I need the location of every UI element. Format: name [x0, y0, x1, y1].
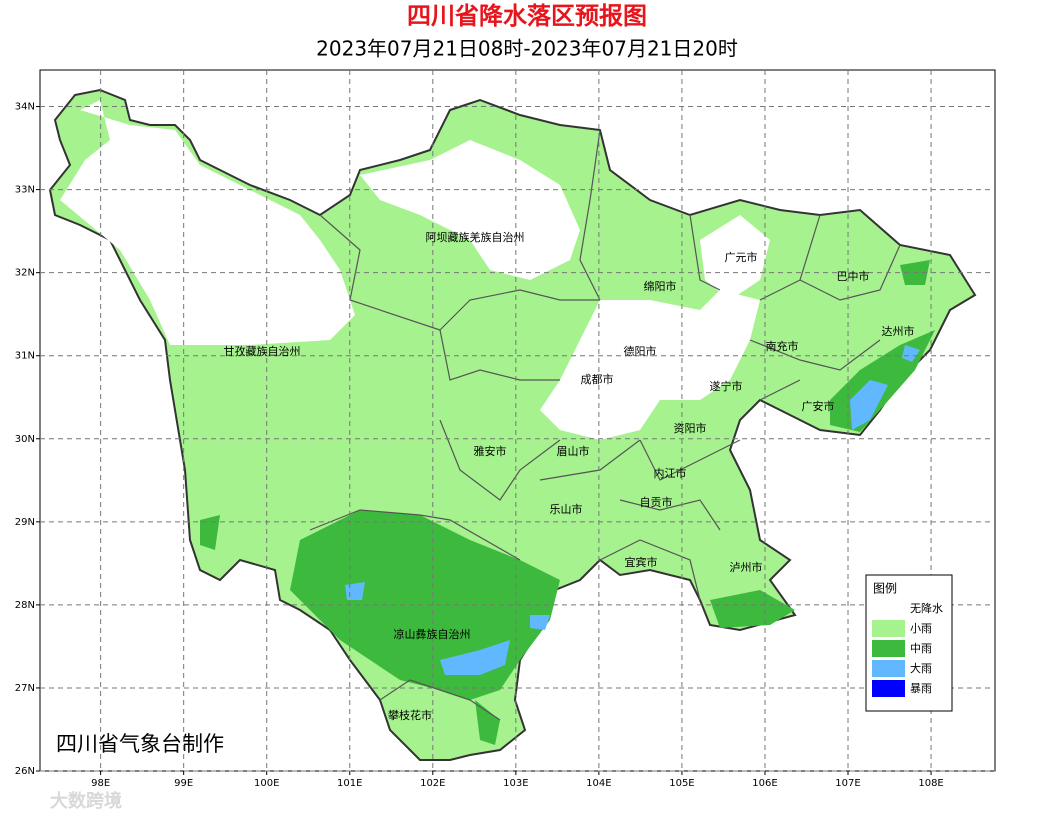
region-label: 遂宁市 [710, 379, 743, 393]
heavy-rain [440, 640, 510, 675]
x-tick-label: 98E [91, 778, 110, 789]
x-tick-label: 107E [835, 778, 860, 789]
title: 四川省降水落区预报图 [407, 2, 647, 30]
legend-label: 小雨 [910, 622, 932, 635]
region-label: 广元市 [725, 250, 758, 264]
moderate-rain [710, 590, 795, 628]
x-tick-label: 108E [918, 778, 943, 789]
prefecture-borders [309, 129, 901, 721]
region-label: 凉山彝族自治州 [394, 627, 471, 641]
legend-title: 图例 [873, 582, 897, 596]
region-label: 南充市 [766, 339, 799, 353]
y-tick-label: 31N [15, 351, 35, 362]
y-tick-label: 30N [15, 434, 35, 445]
region-label: 泸州市 [730, 560, 763, 574]
region-label: 雅安市 [474, 444, 507, 458]
legend-swatch [872, 640, 905, 657]
x-tick-label: 104E [586, 778, 611, 789]
y-tick-label: 33N [15, 185, 35, 196]
region-label: 宜宾市 [625, 555, 658, 569]
y-tick-label: 32N [15, 268, 35, 279]
x-tick-label: 100E [254, 778, 279, 789]
legend-swatch [872, 680, 905, 697]
legend-swatch [872, 600, 905, 617]
y-tick-label: 28N [15, 600, 35, 611]
x-tick-label: 102E [420, 778, 445, 789]
region-label: 绵阳市 [644, 279, 677, 293]
credit: 四川省气象台制作 [56, 732, 224, 756]
region-label: 广安市 [802, 399, 835, 413]
y-tick-label: 34N [15, 102, 35, 113]
dry-area [360, 140, 580, 280]
legend-label: 中雨 [910, 642, 932, 655]
watermark: 大数跨境 [50, 790, 122, 812]
dry-area [60, 100, 355, 345]
y-tick-label: 27N [15, 683, 35, 694]
y-tick-label: 26N [15, 766, 35, 777]
subtitle: 2023年07月21日08时-2023年07月21日20时 [316, 37, 738, 61]
region-label: 内江市 [654, 466, 687, 480]
legend-label: 无降水 [910, 601, 943, 615]
x-tick-label: 101E [337, 778, 362, 789]
region-label: 攀枝花市 [388, 708, 432, 722]
x-tick-label: 105E [669, 778, 694, 789]
region-label: 德阳市 [624, 344, 657, 358]
dry-area [700, 215, 770, 300]
legend-label: 大雨 [910, 661, 932, 675]
legend-label: 暴雨 [910, 682, 932, 695]
region-label: 甘孜藏族自治州 [224, 344, 301, 358]
region-label: 乐山市 [550, 502, 583, 516]
dry-area [540, 290, 760, 440]
province-map [48, 88, 977, 761]
region-label: 达州市 [882, 324, 915, 338]
x-tick-label: 103E [503, 778, 528, 789]
region-label: 阿坝藏族羌族自治州 [426, 230, 525, 244]
region-label: 自贡市 [640, 495, 673, 509]
region-label: 成都市 [581, 372, 614, 386]
legend-swatch [872, 620, 905, 637]
y-tick-label: 29N [15, 517, 35, 528]
region-label: 巴中市 [837, 269, 870, 283]
legend-swatch [872, 660, 905, 677]
x-tick-label: 106E [752, 778, 777, 789]
x-tick-label: 99E [174, 778, 193, 789]
region-label: 资阳市 [674, 421, 707, 435]
region-label: 眉山市 [557, 444, 590, 458]
